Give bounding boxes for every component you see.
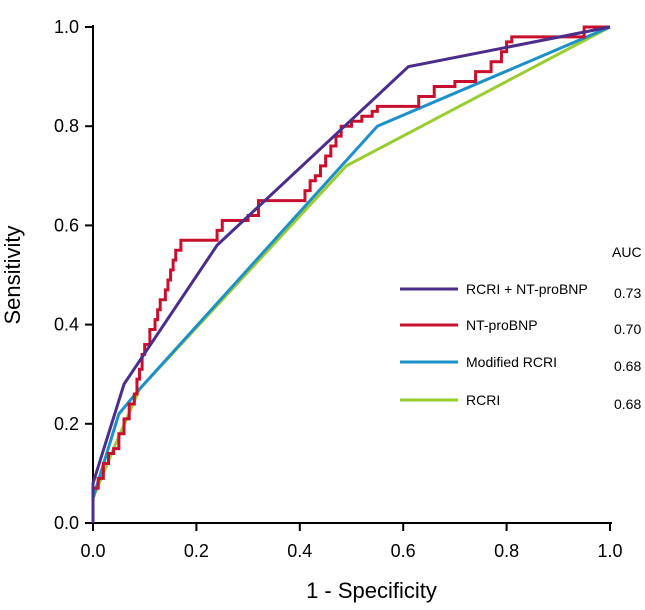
chart-series xyxy=(91,25,611,523)
x-tick-label: 0.2 xyxy=(184,541,209,561)
y-tick-label: 1.0 xyxy=(54,17,79,37)
chart-axes: 0.0 0.2 0.4 0.6 0.8 1.0 0.0 0.2 0.4 0.6 0.8 1.0 xyxy=(54,17,623,561)
x-tick-label: 1.0 xyxy=(597,541,622,561)
auc-value: 0.68 xyxy=(614,358,641,374)
x-tick-label: 0.4 xyxy=(287,541,312,561)
y-tick-label: 0.8 xyxy=(54,116,79,136)
chart-legend: AUC RCRI + NT-proBNP 0.73 NT-proBNP 0.70 Modi… xyxy=(400,244,642,412)
auc-value: 0.70 xyxy=(614,321,641,337)
y-tick-label: 0.0 xyxy=(54,513,79,533)
legend-label: RCRI + NT-proBNP xyxy=(466,281,588,297)
y-tick-label: 0.2 xyxy=(54,414,79,434)
y-axis-label: Sensitivity xyxy=(0,225,25,324)
x-tick-label: 0.0 xyxy=(80,541,105,561)
series-line-rcri-nt-probnp xyxy=(91,25,611,523)
legend-label: Modified RCRI xyxy=(466,354,557,370)
x-tick-label: 0.8 xyxy=(494,541,519,561)
y-tick-label: 0.6 xyxy=(54,215,79,235)
series-line-nt-probnp xyxy=(91,25,610,523)
x-tick-label: 0.6 xyxy=(391,541,416,561)
auc-value: 0.73 xyxy=(614,285,641,301)
y-tick-label: 0.4 xyxy=(54,315,79,335)
legend-label: RCRI xyxy=(466,392,500,408)
x-axis-label: 1 - Specificity xyxy=(306,578,437,603)
legend-label: NT-proBNP xyxy=(466,317,538,333)
auc-value: 0.68 xyxy=(614,396,641,412)
auc-header: AUC xyxy=(612,244,642,260)
